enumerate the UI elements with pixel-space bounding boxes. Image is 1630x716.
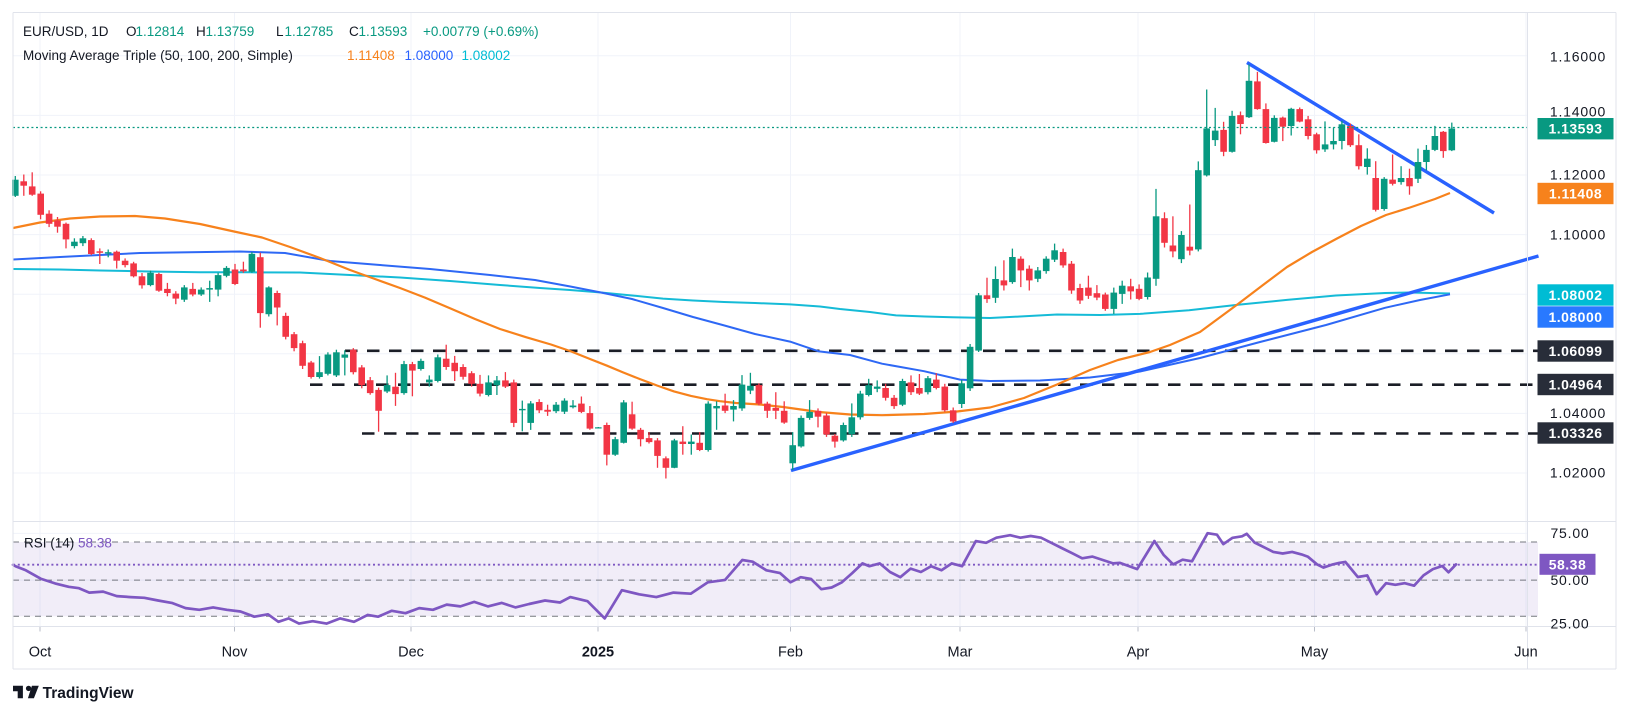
svg-text:Oct: Oct (29, 645, 52, 661)
svg-text:1.04000: 1.04000 (1550, 405, 1606, 421)
svg-text:May: May (1301, 645, 1329, 661)
svg-text:58.38: 58.38 (1549, 556, 1587, 572)
svg-text:1.02000: 1.02000 (1550, 465, 1606, 481)
svg-text:2025: 2025 (582, 645, 614, 661)
svg-text:Mar: Mar (948, 645, 973, 661)
svg-text:Dec: Dec (398, 645, 424, 661)
svg-text:Apr: Apr (1127, 645, 1150, 661)
svg-text:1.14000: 1.14000 (1550, 104, 1606, 120)
svg-text:Nov: Nov (222, 645, 249, 661)
svg-text:RSI (14) 58.38: RSI (14) 58.38 (24, 536, 112, 551)
svg-text:1.04964: 1.04964 (1548, 376, 1602, 392)
svg-text:Jun: Jun (1514, 645, 1537, 661)
svg-text:50.00: 50.00 (1550, 572, 1589, 588)
svg-text:1.13593: 1.13593 (1548, 121, 1602, 137)
svg-text:Feb: Feb (778, 645, 803, 661)
svg-text:1.03326: 1.03326 (1548, 425, 1602, 441)
svg-text:1.08002: 1.08002 (1548, 287, 1602, 303)
svg-text:1.11408: 1.11408 (1549, 185, 1602, 201)
svg-text:Moving Average Triple (50, 100: Moving Average Triple (50, 100, 200, Sim… (23, 48, 510, 63)
svg-text:TradingView: TradingView (43, 685, 135, 702)
svg-text:1.16000: 1.16000 (1550, 49, 1606, 65)
svg-text:1.06099: 1.06099 (1548, 343, 1602, 359)
svg-text:1.12000: 1.12000 (1550, 167, 1606, 183)
svg-text:1.10000: 1.10000 (1550, 226, 1606, 242)
svg-text:25.00: 25.00 (1550, 616, 1589, 632)
svg-text:1.08000: 1.08000 (1548, 309, 1602, 325)
svg-text:75.00: 75.00 (1550, 525, 1589, 541)
